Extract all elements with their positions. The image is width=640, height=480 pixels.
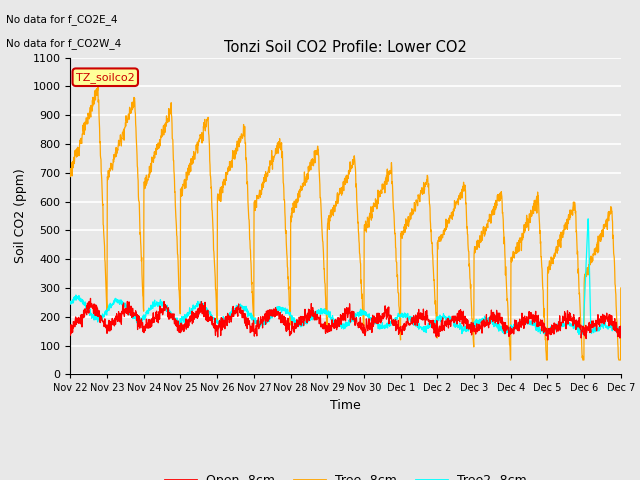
X-axis label: Time: Time: [330, 399, 361, 412]
Legend: Open -8cm, Tree -8cm, Tree2 -8cm: Open -8cm, Tree -8cm, Tree2 -8cm: [159, 469, 532, 480]
Text: TZ_soilco2: TZ_soilco2: [76, 72, 134, 83]
Text: No data for f_CO2W_4: No data for f_CO2W_4: [6, 38, 122, 49]
Y-axis label: Soil CO2 (ppm): Soil CO2 (ppm): [14, 168, 27, 264]
Text: No data for f_CO2E_4: No data for f_CO2E_4: [6, 14, 118, 25]
Title: Tonzi Soil CO2 Profile: Lower CO2: Tonzi Soil CO2 Profile: Lower CO2: [224, 40, 467, 55]
